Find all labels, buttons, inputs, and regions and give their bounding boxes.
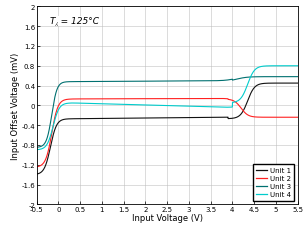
Unit 4 (291, 65, 294, 68)
Line: Unit 4: Unit 4 (37, 67, 298, 150)
Unit 1 (146, 117, 150, 120)
Unit 3 (80, 81, 84, 84)
Unit 2 (64, 99, 68, 101)
Unit 2 (214, 98, 217, 100)
Unit 4 (64, 103, 68, 105)
Unit 1 (262, 83, 266, 85)
Unit 2 (263, 116, 266, 119)
Unit 2 (146, 98, 150, 101)
Line: Unit 1: Unit 1 (37, 84, 298, 174)
Line: Unit 3: Unit 3 (37, 77, 298, 148)
Unit 4 (80, 102, 84, 105)
Line: Unit 2: Unit 2 (37, 99, 298, 167)
Unit 1 (291, 82, 294, 85)
Unit 1 (80, 118, 84, 121)
Unit 4 (296, 65, 299, 68)
Unit 2 (291, 116, 294, 119)
Unit 1 (64, 118, 68, 121)
Unit 2 (296, 116, 299, 119)
Unit 1 (296, 82, 299, 85)
Y-axis label: Input Offset Voltage (mV): Input Offset Voltage (mV) (11, 52, 20, 159)
Unit 3 (296, 76, 299, 79)
Unit 3 (146, 80, 150, 83)
Text: T⁁ = 125°C: T⁁ = 125°C (50, 17, 99, 26)
Unit 2 (35, 166, 38, 168)
Unit 4 (135, 104, 139, 107)
Unit 3 (135, 81, 139, 83)
Unit 3 (64, 81, 68, 84)
Unit 4 (35, 149, 38, 151)
Unit 4 (262, 65, 266, 68)
Unit 2 (80, 98, 84, 101)
Unit 3 (35, 146, 38, 149)
Unit 3 (262, 76, 266, 79)
Unit 4 (146, 104, 150, 107)
Unit 3 (291, 76, 294, 79)
Unit 1 (35, 173, 38, 176)
X-axis label: Input Voltage (V): Input Voltage (V) (132, 213, 203, 222)
Unit 2 (135, 98, 139, 101)
Legend: Unit 1, Unit 2, Unit 3, Unit 4: Unit 1, Unit 2, Unit 3, Unit 4 (253, 164, 294, 201)
Unit 1 (135, 117, 139, 120)
